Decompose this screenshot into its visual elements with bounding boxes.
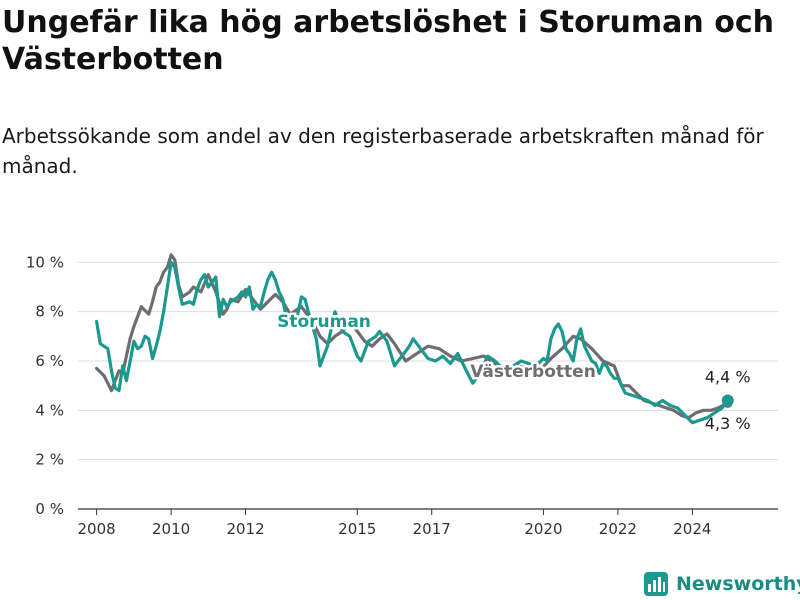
y-tick-label: 8 % [35,303,64,321]
x-tick-label: 2010 [152,520,190,538]
y-tick-label: 6 % [35,352,64,370]
x-tick-label: 2012 [226,520,264,538]
end-point-storuman [721,394,734,407]
brand-name: Newsworthy [676,573,800,595]
y-tick-label: 4 % [35,401,64,419]
labels: 4,4 % 4,3 % Storuman Västerbotten [275,310,751,433]
bar-chart-icon [644,572,668,596]
series-label-storuman: Storuman [277,312,371,332]
x-tick-label: 2015 [338,520,376,538]
end-label-storuman: 4,4 % [705,367,751,386]
x-tick-label: 2017 [413,520,451,538]
chart-subtitle: Arbetssökande som andel av den registerb… [2,124,764,178]
y-tick-label: 10 % [26,253,64,271]
x-tick-label: 2022 [599,520,637,538]
gridlines [78,261,778,510]
y-tick-label: 2 % [35,451,64,469]
series-label-västerbotten: Västerbotten [470,362,596,382]
x-tick-label: 2024 [673,520,711,538]
series [95,253,734,425]
end-label-vasterbotten: 4,3 % [705,414,751,433]
y-tick-label: 0 % [35,500,64,518]
chart-title: Ungefär lika hög arbetslöshet i Storuman… [2,5,774,77]
x-tick-label: 2020 [524,520,562,538]
series-line-storuman [95,260,730,425]
axes: 0 % 2 % 4 % 6 % 8 % 10 % 2008 2010 2012 2015 2017 2… [26,253,712,538]
newsworthy-logo: Newsworthy [644,569,800,599]
series-line-västerbotten [95,253,730,420]
x-tick-label: 2008 [78,520,116,538]
